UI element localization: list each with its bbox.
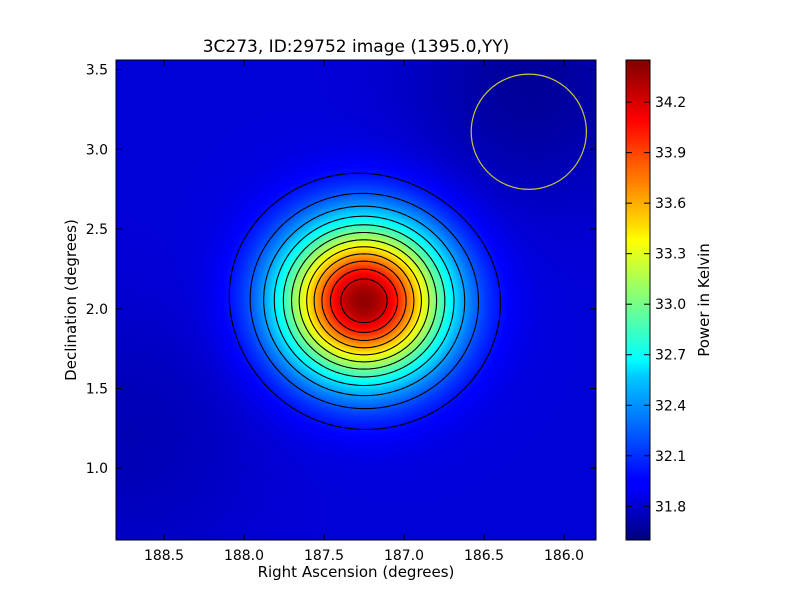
chart-title: 3C273, ID:29752 image (1395.0,YY) <box>203 37 510 57</box>
contour-34.2 <box>340 278 388 324</box>
y-axis-label: Declination (degrees) <box>62 219 80 381</box>
y-tick-label: 2.5 <box>86 222 108 238</box>
contour-34 <box>329 268 399 333</box>
contour-33.8 <box>321 260 407 341</box>
y-tick-label: 1.0 <box>86 461 108 477</box>
contour-32.8 <box>282 224 446 378</box>
y-tick-label: 1.5 <box>86 382 108 398</box>
heatmap-area <box>116 60 596 540</box>
contour-32.2 <box>249 192 480 410</box>
colorbar-tick-label: 32.1 <box>655 449 686 465</box>
colorbar-tick-label: 33.6 <box>655 196 686 212</box>
colorbar-tick-label: 32.4 <box>655 398 686 414</box>
x-tick-label: 186.0 <box>544 548 584 564</box>
colorbar: 31.8 32.1 32.4 32.7 33.0 33.3 33.6 33.9 34.2 <box>625 59 686 541</box>
x-axis-label: Right Ascension (degrees) <box>258 563 455 581</box>
colorbar-label: Power in Kelvin <box>695 243 713 357</box>
contour-lines <box>228 172 502 430</box>
colorbar-gradient <box>625 59 651 541</box>
y-axis-ticks: 1.0 1.5 2.0 2.5 3.0 3.5 <box>86 63 596 477</box>
colorbar-tick-label: 33.0 <box>655 297 686 313</box>
colorbar-tick-label: 32.7 <box>655 348 686 364</box>
colorbar-ticks: 31.8 32.1 32.4 32.7 33.0 33.3 33.6 33.9 34.2 <box>626 95 686 515</box>
contour-32.4 <box>263 205 466 397</box>
contour-33.2 <box>298 239 430 363</box>
contour-33 <box>290 231 438 370</box>
contour-33.6 <box>313 253 415 349</box>
contour-33.4 <box>306 246 422 356</box>
plot-frame <box>115 59 597 541</box>
y-tick-label: 2.0 <box>86 302 108 318</box>
y-tick-label: 3.5 <box>86 63 108 79</box>
beam-circle <box>470 73 587 190</box>
contour-32 <box>228 172 502 430</box>
x-tick-label: 187.5 <box>304 548 344 564</box>
colorbar-tick-label: 33.9 <box>655 146 686 162</box>
x-tick-label: 187.0 <box>384 548 424 564</box>
x-tick-label: 186.5 <box>464 548 504 564</box>
x-tick-label: 188.5 <box>144 548 184 564</box>
colorbar-tick-label: 34.2 <box>655 95 686 111</box>
colorbar-tick-label: 33.3 <box>655 247 686 263</box>
contour-32.6 <box>273 215 455 387</box>
x-axis-ticks: 188.5 188.0 187.5 187.0 186.5 186.0 <box>144 60 584 564</box>
heatmap-image <box>116 60 596 540</box>
x-tick-label: 188.0 <box>224 548 264 564</box>
colorbar-tick-label: 31.8 <box>655 499 686 515</box>
y-tick-label: 3.0 <box>86 142 108 158</box>
